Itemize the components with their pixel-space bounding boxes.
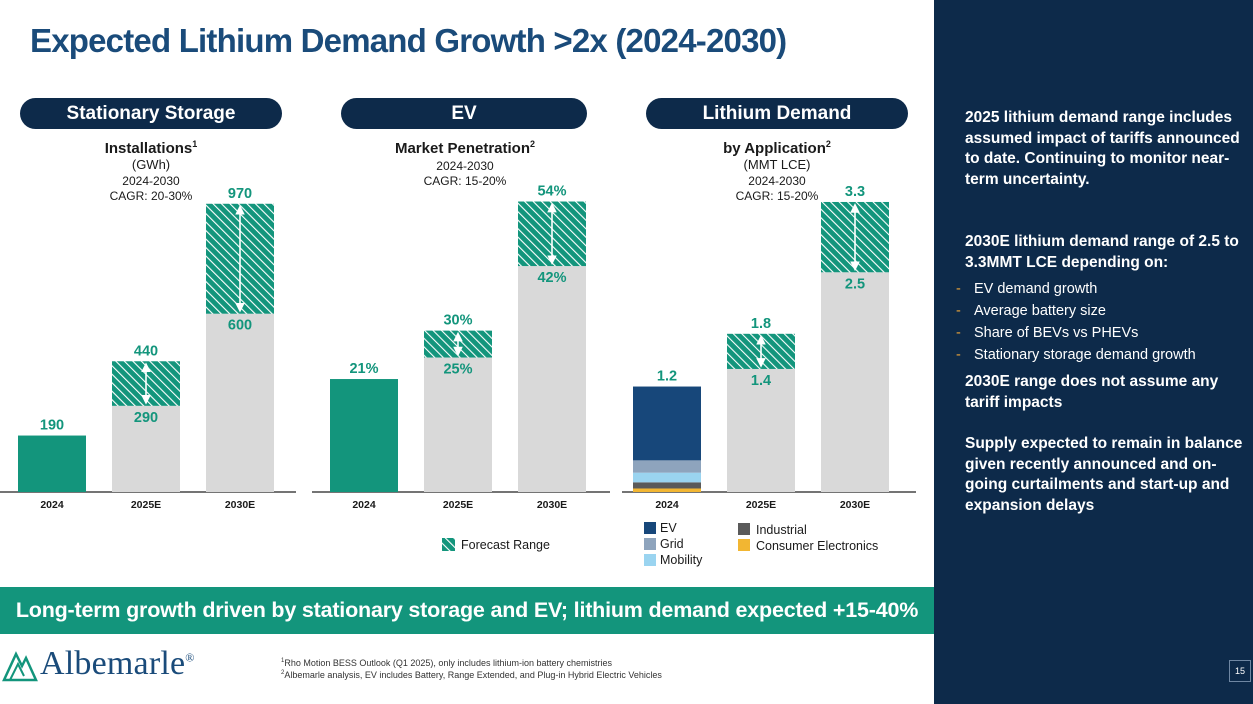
footnotes: 1Rho Motion BESS Outlook (Q1 2025), only… — [281, 657, 662, 681]
slide-title: Expected Lithium Demand Growth >2x (2024… — [30, 22, 787, 59]
stack-segment-industrial — [633, 482, 701, 489]
stationary-cagr-years: 2024-2030 — [122, 174, 180, 188]
legend-industrial-label: Industrial — [756, 523, 807, 537]
x-tick-label: 2030E — [225, 499, 255, 511]
right-commentary-panel: 2025 lithium demand range includes assum… — [934, 0, 1253, 704]
legend-consumer-electronics-swatch — [738, 539, 750, 551]
x-tick-label: 2030E — [840, 499, 870, 511]
data-label-low: 42% — [537, 270, 566, 286]
bullet-item: - Average battery size — [956, 303, 1106, 319]
data-label: 1.2 — [657, 369, 677, 385]
stationary-unit: (GWh) — [131, 157, 171, 172]
legend-mobility-label: Mobility — [660, 553, 703, 567]
stationary-subtitle-block: Installations1 (GWh) 2024-2030 CAGR: 20-… — [40, 140, 262, 204]
bar-base-2025E — [727, 368, 795, 492]
panel-header-lithium-demand: Lithium Demand — [646, 98, 908, 129]
bar-base-2025E — [112, 405, 180, 492]
x-tick-label: 2025E — [131, 499, 161, 511]
legend-forecast-swatch — [442, 538, 455, 551]
panel-header-stationary-storage: Stationary Storage — [20, 98, 282, 129]
data-label-low: 2.5 — [845, 276, 865, 292]
stack-segment-consumer-electronics — [633, 488, 701, 492]
commentary-para-1: 2025 lithium demand range includes assum… — [965, 109, 1240, 188]
commentary-para-4: Supply expected to remain in balance giv… — [965, 435, 1243, 514]
albemarle-logo-icon — [2, 651, 38, 682]
legend-industrial-swatch — [738, 523, 750, 535]
stack-segment-ev — [633, 386, 701, 461]
stationary-cagr: CAGR: 20-30% — [109, 189, 193, 203]
data-label-high: 30% — [443, 313, 472, 329]
x-tick-label: 2024 — [352, 499, 376, 511]
x-tick-label: 2024 — [655, 499, 679, 511]
bar-base-2030E — [518, 266, 586, 492]
data-label-low: 600 — [228, 318, 252, 334]
bar-base-2025E — [424, 357, 492, 492]
data-label-low: 25% — [443, 362, 472, 378]
legend-ev-label: EV — [660, 521, 677, 535]
lithium-unit: (MMT LCE) — [743, 157, 811, 172]
commentary-bullets: - EV demand growth - Average battery size … — [956, 278, 1246, 366]
x-tick-label: 2024 — [40, 499, 64, 511]
data-label: 190 — [40, 418, 64, 434]
lithium-cagr-years: 2024-2030 — [748, 174, 806, 188]
stationary-subtitle: Installations1 — [104, 139, 198, 158]
panel-header-ev: EV — [341, 98, 587, 129]
stack-segment-mobility — [633, 472, 701, 483]
lithium-subtitle: by Application2 — [723, 139, 831, 158]
lithium-cagr: CAGR: 15-20% — [735, 189, 819, 203]
footnote-1: 1Rho Motion BESS Outlook (Q1 2025), only… — [281, 658, 612, 668]
legend-grid-label: Grid — [660, 537, 684, 551]
commentary-para-3: 2030E range does not assume any tariff i… — [965, 373, 1219, 411]
takeaway-banner: Long-term growth driven by stationary st… — [0, 587, 934, 669]
commentary-para-2: 2030E lithium demand range of 2.5 to 3.3… — [965, 233, 1239, 271]
data-label-high: 54% — [537, 184, 566, 200]
footnote-2: 2Albemarle analysis, EV includes Battery… — [281, 670, 662, 680]
x-tick-label: 2025E — [746, 499, 776, 511]
data-label-high: 3.3 — [845, 184, 865, 200]
bullet-item: - EV demand growth — [956, 281, 1098, 297]
bar-base-2030E — [821, 272, 889, 492]
legend-forecast-label: Forecast Range — [461, 538, 550, 552]
data-label-low: 1.4 — [751, 373, 771, 389]
x-tick-label: 2025E — [443, 499, 473, 511]
bar-2024 — [330, 379, 398, 492]
x-tick-label: 2030E — [537, 499, 567, 511]
lithium-subtitle-block: by Application2 (MMT LCE) 2024-2030 CAGR… — [666, 140, 888, 204]
albemarle-logo-text: Albemarle® — [40, 645, 195, 682]
legend-consumer-electronics-label: Consumer Electronics — [756, 539, 878, 553]
legend-mobility-swatch — [644, 554, 656, 566]
data-label-high: 440 — [134, 343, 158, 359]
bar-base-2030E — [206, 313, 274, 492]
legend-ev-swatch — [644, 522, 656, 534]
stack-segment-grid — [633, 460, 701, 473]
ev-cagr-years: 2024-2030 — [436, 159, 494, 173]
data-label: 21% — [349, 361, 378, 377]
legend-grid-swatch — [644, 538, 656, 550]
bar-2024 — [18, 435, 86, 492]
data-label-low: 290 — [134, 410, 158, 426]
bullet-item: - Stationary storage demand growth — [956, 347, 1196, 363]
ev-cagr: CAGR: 15-20% — [423, 174, 507, 188]
data-label-high: 970 — [228, 186, 252, 202]
page-number: 15 — [1229, 660, 1251, 682]
ev-subtitle: Market Penetration2 — [394, 139, 536, 158]
charts-canvas: 2024 2025E 2030E 190 440 290 970 600 2024 2025E 20… — [0, 184, 916, 567]
data-label-high: 1.8 — [751, 316, 771, 332]
ev-subtitle-block: Market Penetration2 2024-2030 CAGR: 15-2… — [354, 140, 576, 189]
bullet-item: - Share of BEVs vs PHEVs — [956, 325, 1139, 341]
